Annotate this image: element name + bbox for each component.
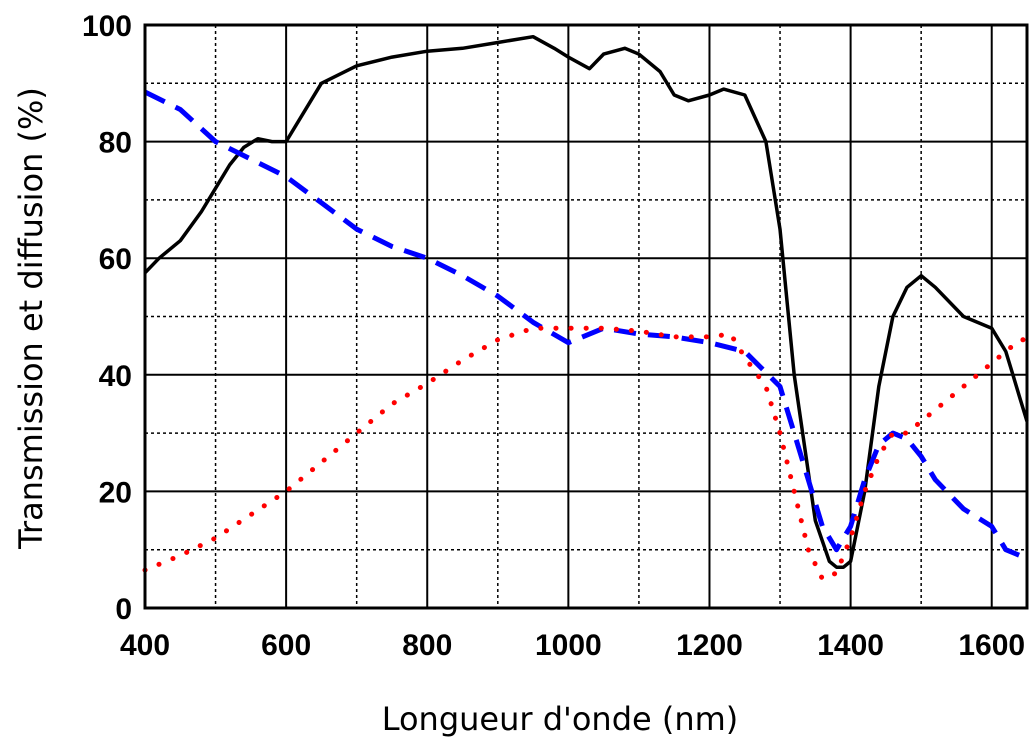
x-tick-label: 800 [402, 629, 452, 662]
series-line-solid [143, 34, 1029, 569]
x-tick-label: 1000 [535, 629, 602, 662]
x-tick-label: 1600 [958, 629, 1025, 662]
tick-labels: 400 600 800 1000 1200 1400 1600 0 20 40 60 80 100 [82, 10, 1025, 662]
gridlines [145, 25, 1027, 608]
x-axis-title: Longueur d'onde (nm) [382, 700, 739, 738]
x-tick-label: 400 [120, 629, 170, 662]
x-tick-label: 600 [261, 629, 311, 662]
series-line-dashed [143, 89, 1029, 564]
y-tick-label: 40 [99, 360, 132, 393]
y-tick-label: 0 [115, 593, 132, 626]
x-tick-label: 1400 [817, 629, 884, 662]
y-tick-label: 100 [82, 10, 132, 43]
y-tick-label: 60 [99, 243, 132, 276]
y-tick-label: 20 [99, 476, 132, 509]
x-tick-label: 1200 [676, 629, 743, 662]
series-layer [142, 34, 1030, 582]
y-axis-title: Transmission et diffusion (%) [12, 87, 50, 550]
series-line-dotted [142, 325, 1030, 582]
y-tick-label: 80 [99, 127, 132, 160]
plot-frame [143, 23, 1029, 610]
